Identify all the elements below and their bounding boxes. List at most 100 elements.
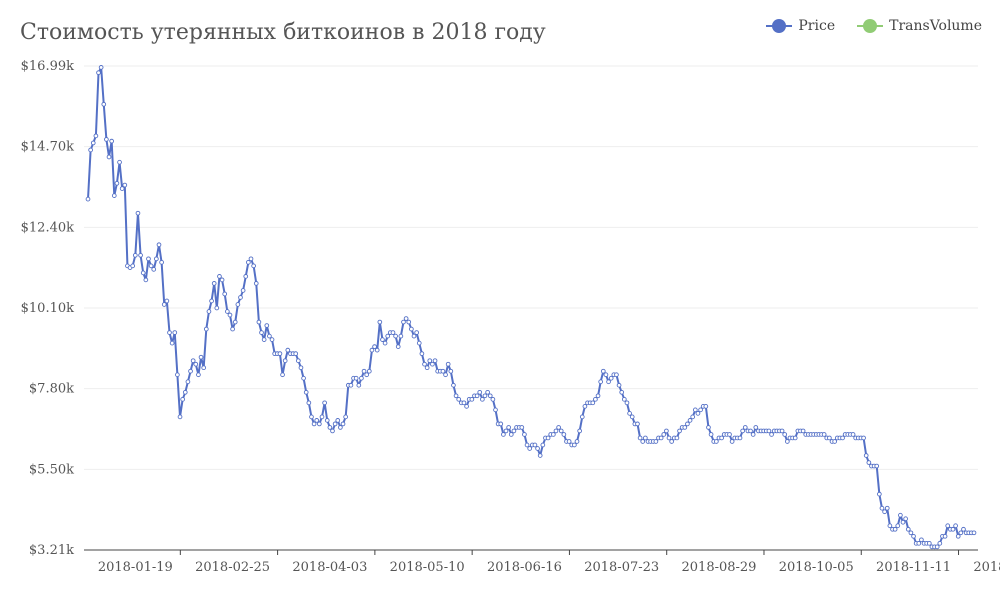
price-point[interactable] [311,421,317,427]
price-point[interactable] [211,281,217,286]
price-point[interactable] [727,432,732,437]
price-point[interactable] [480,396,485,402]
price-point[interactable] [135,210,141,216]
price-point[interactable] [280,372,285,378]
price-point[interactable] [961,526,966,532]
price-point[interactable] [419,351,425,357]
price-point[interactable] [690,414,696,420]
price-point[interactable] [482,393,488,399]
price-point[interactable] [863,453,869,458]
price-point[interactable] [154,256,159,262]
price-point[interactable] [338,425,343,430]
price-point[interactable] [238,295,243,300]
price-point[interactable] [106,154,112,160]
price-point[interactable] [330,428,335,434]
price-point[interactable] [267,333,272,339]
price-point[interactable] [251,263,256,269]
price-point[interactable] [593,396,598,402]
price-point[interactable] [132,252,138,258]
legend-item-price[interactable]: Price [766,18,835,34]
price-point[interactable] [430,361,435,367]
price-point[interactable] [264,323,270,328]
price-point[interactable] [285,347,291,353]
price-point[interactable] [227,312,233,318]
price-point[interactable] [366,368,372,374]
price-point[interactable] [156,242,162,248]
price-point[interactable] [537,453,543,458]
price-point[interactable] [172,330,178,335]
price-point[interactable] [603,372,609,378]
price-point[interactable] [698,407,703,413]
price-point[interactable] [411,333,417,339]
price-point[interactable] [224,309,230,314]
price-point[interactable] [540,442,546,448]
price-point[interactable] [414,330,419,335]
price-point[interactable] [653,439,659,444]
price-point[interactable] [850,432,856,437]
price-point[interactable] [185,379,191,385]
price-point[interactable] [840,435,845,441]
price-point[interactable] [882,509,887,515]
price-point[interactable] [140,270,146,276]
price-point[interactable] [93,133,99,139]
price-point[interactable] [322,400,327,406]
price-point[interactable] [750,432,756,437]
price-point[interactable] [196,372,201,378]
price-point[interactable] [422,361,427,367]
price-point[interactable] [876,491,882,497]
price-point[interactable] [561,432,567,437]
price-point[interactable] [661,432,667,437]
price-point[interactable] [230,326,235,332]
price-point[interactable] [198,354,204,360]
price-point[interactable] [269,337,275,342]
price-point[interactable] [109,138,115,144]
price-point[interactable] [619,389,625,395]
price-point[interactable] [553,428,559,434]
price-point[interactable] [695,411,701,416]
price-point[interactable] [314,418,320,423]
price-point[interactable] [374,347,380,353]
price-point[interactable] [669,439,675,444]
price-point[interactable] [898,512,903,518]
price-point[interactable] [892,526,898,532]
price-point[interactable] [506,425,511,430]
price-point[interactable] [556,425,561,430]
price-point[interactable] [487,393,493,399]
price-point[interactable] [364,372,370,378]
price-point[interactable] [309,414,314,420]
price-point[interactable] [235,302,241,307]
price-point[interactable] [104,137,109,142]
price-point[interactable] [401,319,406,325]
price-point[interactable] [616,382,622,388]
price-point[interactable] [827,435,832,441]
price-point[interactable] [256,319,262,325]
price-point[interactable] [503,428,509,434]
price-point[interactable] [188,368,193,374]
price-point[interactable] [356,382,362,388]
price-point[interactable] [590,400,596,406]
price-point[interactable] [248,256,254,262]
price-point[interactable] [511,428,517,434]
price-point[interactable] [298,365,304,371]
price-point[interactable] [934,544,940,550]
price-point[interactable] [167,330,172,335]
price-point[interactable] [161,302,167,307]
price-point[interactable] [164,298,170,304]
price-point[interactable] [945,523,951,529]
price-point[interactable] [380,337,385,342]
price-point[interactable] [101,101,107,107]
price-point[interactable] [175,372,180,378]
price-point[interactable] [277,351,283,357]
price-point[interactable] [769,432,774,437]
price-point[interactable] [122,182,128,188]
price-point[interactable] [424,365,430,371]
price-point[interactable] [282,358,288,364]
price-point[interactable] [240,288,246,293]
price-point[interactable] [579,414,585,420]
price-point[interactable] [117,159,122,165]
price-point[interactable] [461,400,467,406]
price-point[interactable] [143,277,149,283]
price-point[interactable] [911,533,916,539]
price-point[interactable] [427,358,433,364]
price-point[interactable] [182,389,188,395]
